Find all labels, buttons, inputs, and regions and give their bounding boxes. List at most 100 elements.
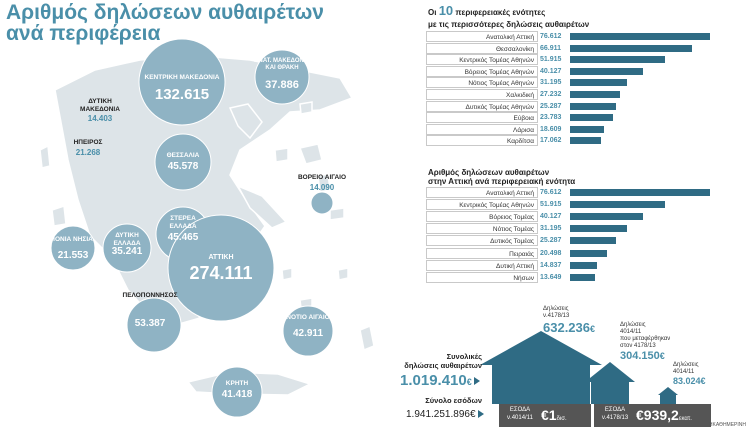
region-name-label: ΔΥΤΙΚΗ ΜΑΚΕΔΟΝΙΑ	[80, 98, 120, 113]
top10-heading-num: 10	[438, 3, 454, 18]
top10-heading-rest: περιφερειακές ενότητες	[455, 8, 546, 17]
bar-value-label: 23.783	[540, 114, 562, 122]
bubble-dytiki-ellada	[102, 223, 152, 273]
bar-category-label: Εύβοια	[426, 112, 538, 124]
bar	[570, 114, 614, 122]
bar-row: Ανατολική Αττική 76.612	[426, 186, 716, 200]
bar-row: Δυτική Αττική 14.837	[426, 259, 716, 273]
bar-category-label: Δυτικός Τομέας	[426, 235, 538, 247]
house3-value-suffix: €	[700, 376, 706, 386]
bar-row: Κεντρικός Τομέας Αθηνών 51.915	[426, 53, 716, 67]
bar-row: Δυτικός Τομέας 25.287	[426, 234, 716, 248]
bar-value-label: 40.127	[540, 67, 562, 75]
house1-value-number: 632.236	[543, 320, 590, 335]
house1-value: 632.236€	[543, 320, 595, 335]
thasos-shape	[299, 101, 313, 115]
box2-value-unit: εκατ.	[678, 416, 692, 422]
bar-value-label: 51.915	[540, 56, 562, 64]
region-name-label: ΑΝΑΤ. ΜΑΚΕΔΟΝΙΑ ΚΑΙ ΘΡΑΚΗ	[254, 58, 310, 71]
bar-value-label: 76.612	[540, 33, 562, 40]
bubble-ionia	[50, 225, 96, 271]
box2-value-number: €939,2	[636, 407, 679, 423]
region-name-label: ΘΕΣΣΑΛΙΑ	[166, 152, 200, 159]
bar-value-label: 17.062	[540, 137, 562, 145]
house-medium-icon	[585, 362, 635, 404]
region-name-label: ΗΠΕΙΡΟΣ	[73, 139, 103, 146]
house1-value-suffix: €	[590, 324, 596, 334]
region-value-label: 45.578	[167, 161, 199, 172]
bar-category-label: Βόρειος Τομέας Αθηνών	[426, 65, 538, 77]
bar	[570, 213, 644, 221]
bar-value-label: 25.287	[540, 102, 562, 110]
income-label: Σύνολο εσόδων	[425, 396, 482, 405]
bar-row: Ανατολική Αττική 76.612	[426, 30, 716, 44]
bar	[570, 249, 608, 257]
top10-heading: Οι 10 περιφερειακές ενότητες	[428, 3, 546, 18]
corfu-shape	[39, 144, 51, 169]
bar-row: Λάρισα 18.609	[426, 123, 716, 137]
credit: ΗΚΑΘΗΜΕΡΙΝΗ	[708, 422, 746, 428]
bar-value-label: 51.915	[540, 201, 562, 209]
bar-row: Βόρειος Τομέας Αθηνών 40.127	[426, 65, 716, 79]
region-value-label: 35.241	[111, 246, 143, 257]
box1-value-unit: δισ.	[556, 416, 567, 422]
bar-row: Δυτικός Τομέας Αθηνών 25.287	[426, 100, 716, 114]
region-value-label: 14.403	[87, 114, 113, 123]
bar-category-label: Δυτικός Τομέας Αθηνών	[426, 100, 538, 112]
bar	[570, 189, 710, 196]
region-name-label: ΒΟΡΕΙΟ ΑΙΓΑΙΟ	[297, 174, 347, 181]
region-value-label: 14.090	[309, 183, 335, 192]
house2-note-2: 4014/11	[620, 329, 642, 335]
region-name-label: ΝΟΤΙΟ ΑΙΓΑΙΟ	[286, 314, 330, 321]
bar-category-label: Νότιος Τομέας Αθηνών	[426, 77, 538, 89]
bar-category-label: Κεντρικός Τομέας Αθηνών	[426, 199, 538, 211]
attica-heading-line1: Αριθμός δηλώσεων αυθαιρέτων	[428, 168, 550, 177]
region-value-label: 45.465	[167, 232, 199, 243]
bar	[570, 273, 595, 281]
bar-category-label: Χαλκιδική	[426, 89, 538, 100]
bubble-peloponnisos	[126, 297, 182, 353]
chart-title-line2: ανά περιφέρεια	[6, 22, 161, 45]
region-name-label: ΠΕΛΟΠΟΝΝΗΣΟΣ	[122, 292, 178, 299]
bar	[570, 56, 665, 64]
bar-value-label: 76.612	[540, 189, 562, 196]
bubble-attiki	[167, 214, 275, 322]
bar	[570, 125, 604, 133]
box1-label-1: ΕΣΟΔΑ	[509, 407, 531, 413]
bar-category-label: Δυτική Αττική	[426, 259, 538, 271]
region-name-label: ΣΤΕΡΕΑ ΕΛΛΑΔΑ	[169, 215, 197, 230]
limnos-shape	[274, 147, 289, 163]
arrow-icon	[473, 377, 480, 386]
bar	[570, 201, 665, 209]
house3-note-2: 4014/11	[673, 369, 695, 375]
box2-label-2: ν.4178/13	[601, 415, 629, 421]
box1-label-2: ν.4014/11	[507, 415, 533, 421]
box2-value: €939,2εκατ.	[636, 407, 692, 423]
bar	[570, 225, 627, 233]
bar-value-label: 27.232	[540, 91, 562, 98]
chart-title-line1: Αριθμός δηλώσεων αυθαιρέτων	[6, 1, 324, 24]
bar-category-label: Νότιος Τομέας	[426, 223, 538, 235]
lesvos-shape	[298, 143, 323, 165]
attica-heading-line2: στην Αττική ανά περιφερειακή ενότητα	[428, 177, 576, 186]
house2-value: 304.150€	[620, 350, 665, 362]
rhodes-shape	[359, 324, 375, 352]
region-name-label: ΑΤΤΙΚΗ	[208, 254, 234, 261]
total-label-line2: δηλώσεις αυθαιρέτων	[404, 361, 482, 370]
house2-note-1: Δηλώσεις	[620, 322, 646, 328]
bar-value-label: 40.127	[540, 213, 562, 221]
box2-label-1: ΕΣΟΔΑ	[604, 407, 626, 413]
bar-row: Βόρειος Τομέας 40.127	[426, 210, 716, 224]
chalkidiki-shape	[228, 103, 263, 140]
box1-value-number: €1	[541, 407, 557, 423]
region-value-label: 37.886	[265, 79, 299, 91]
region-name-label: ΚΕΝΤΡΙΚΗ ΜΑΚΕΔΟΝΙΑ	[144, 74, 220, 81]
bar-row: Θεσσαλονίκη 66.911	[426, 42, 716, 56]
income-value: 1.941.251.896€	[406, 409, 484, 420]
region-value-label: 21.553	[57, 250, 89, 261]
bubble-kriti	[211, 366, 263, 418]
region-value-label: 41.418	[221, 389, 253, 400]
region-name-label: ΚΡΗΤΗ	[225, 380, 249, 387]
